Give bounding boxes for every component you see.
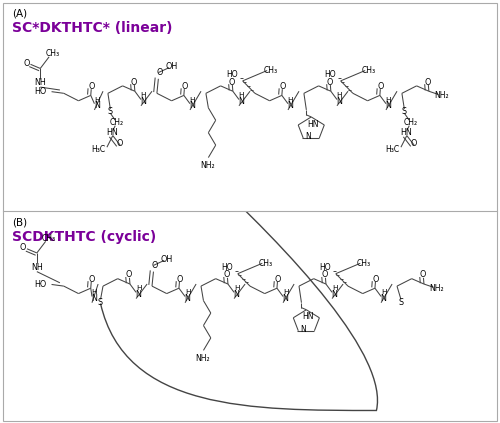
Text: S: S [402,107,407,116]
Text: O: O [411,140,418,148]
Text: NH₂: NH₂ [195,354,210,363]
Text: SCDKTHTC (cyclic): SCDKTHTC (cyclic) [12,230,156,244]
Text: H: H [185,289,190,295]
Text: CH₃: CH₃ [362,66,376,75]
Text: N: N [184,294,190,303]
Text: H: H [332,285,338,291]
Text: CH₂: CH₂ [404,118,418,127]
Text: H: H [283,289,288,295]
Text: HO: HO [221,263,233,272]
Text: N: N [386,101,392,110]
Text: CH₃: CH₃ [264,66,278,75]
Text: O: O [274,275,281,283]
Text: O: O [117,140,123,148]
Text: CH₂: CH₂ [110,118,124,127]
Text: (A): (A) [12,8,28,18]
Text: O: O [372,275,379,283]
Text: O: O [424,78,431,87]
Text: N: N [288,101,294,110]
Text: OH: OH [160,255,173,264]
Text: H: H [190,96,195,102]
Text: O: O [126,270,132,280]
Text: NH₂: NH₂ [200,161,214,170]
Text: HN: HN [302,313,314,321]
Text: H: H [92,289,97,295]
Text: O: O [24,59,30,68]
Text: S: S [98,298,103,307]
Text: H: H [288,96,293,102]
Text: N: N [305,132,311,141]
Text: HO: HO [34,280,46,288]
Text: O: O [224,270,230,280]
Text: NH: NH [34,78,46,88]
Text: O: O [280,82,286,91]
Text: HO: HO [34,87,46,96]
Text: O: O [88,275,95,283]
Text: O: O [182,82,188,91]
Text: NH₂: NH₂ [429,284,444,293]
Text: O: O [152,261,158,270]
Text: HO: HO [324,70,336,79]
Text: HO: HO [319,263,331,272]
Text: S: S [108,107,113,116]
Text: SC*DKTHTC* (linear): SC*DKTHTC* (linear) [12,21,173,35]
Text: H₃C: H₃C [92,145,106,154]
Text: O: O [420,270,426,280]
Text: O: O [130,78,137,87]
Text: N: N [234,290,239,299]
Text: HN: HN [307,120,318,129]
Text: HN: HN [106,128,118,137]
Text: CH₃: CH₃ [356,259,370,268]
Text: H₃C: H₃C [386,145,400,154]
Text: HO: HO [226,70,238,79]
Text: N: N [282,294,288,303]
Text: N: N [380,294,386,303]
Text: O: O [326,78,333,87]
Text: O: O [378,82,384,91]
Text: H: H [381,289,386,295]
Text: H: H [234,285,239,291]
Text: N: N [92,294,98,303]
Text: CH₃: CH₃ [46,49,60,58]
Text: H: H [136,285,141,291]
Text: CH₃: CH₃ [258,259,272,268]
Text: N: N [94,101,100,110]
Text: N: N [332,290,338,299]
Text: S: S [398,298,404,307]
Text: O: O [156,68,162,77]
Text: H: H [94,96,100,102]
Text: O: O [88,82,95,91]
Text: N: N [300,325,306,334]
Text: N: N [190,101,196,110]
Text: N: N [238,97,244,106]
Text: O: O [228,78,235,87]
Text: O: O [322,270,328,280]
Text: H: H [238,92,244,99]
Text: H: H [336,92,342,99]
Text: NH₂: NH₂ [434,91,448,100]
Text: O: O [176,275,183,283]
Text: O: O [20,244,26,253]
Text: (B): (B) [12,218,28,228]
Text: OH: OH [166,62,177,71]
Text: CH₃: CH₃ [42,234,56,243]
Text: N: N [140,97,146,106]
Text: N: N [136,290,141,299]
Text: HN: HN [400,128,411,137]
Text: NH: NH [31,263,42,272]
Text: H: H [140,92,146,99]
Text: N: N [336,97,342,106]
Text: H: H [386,96,391,102]
